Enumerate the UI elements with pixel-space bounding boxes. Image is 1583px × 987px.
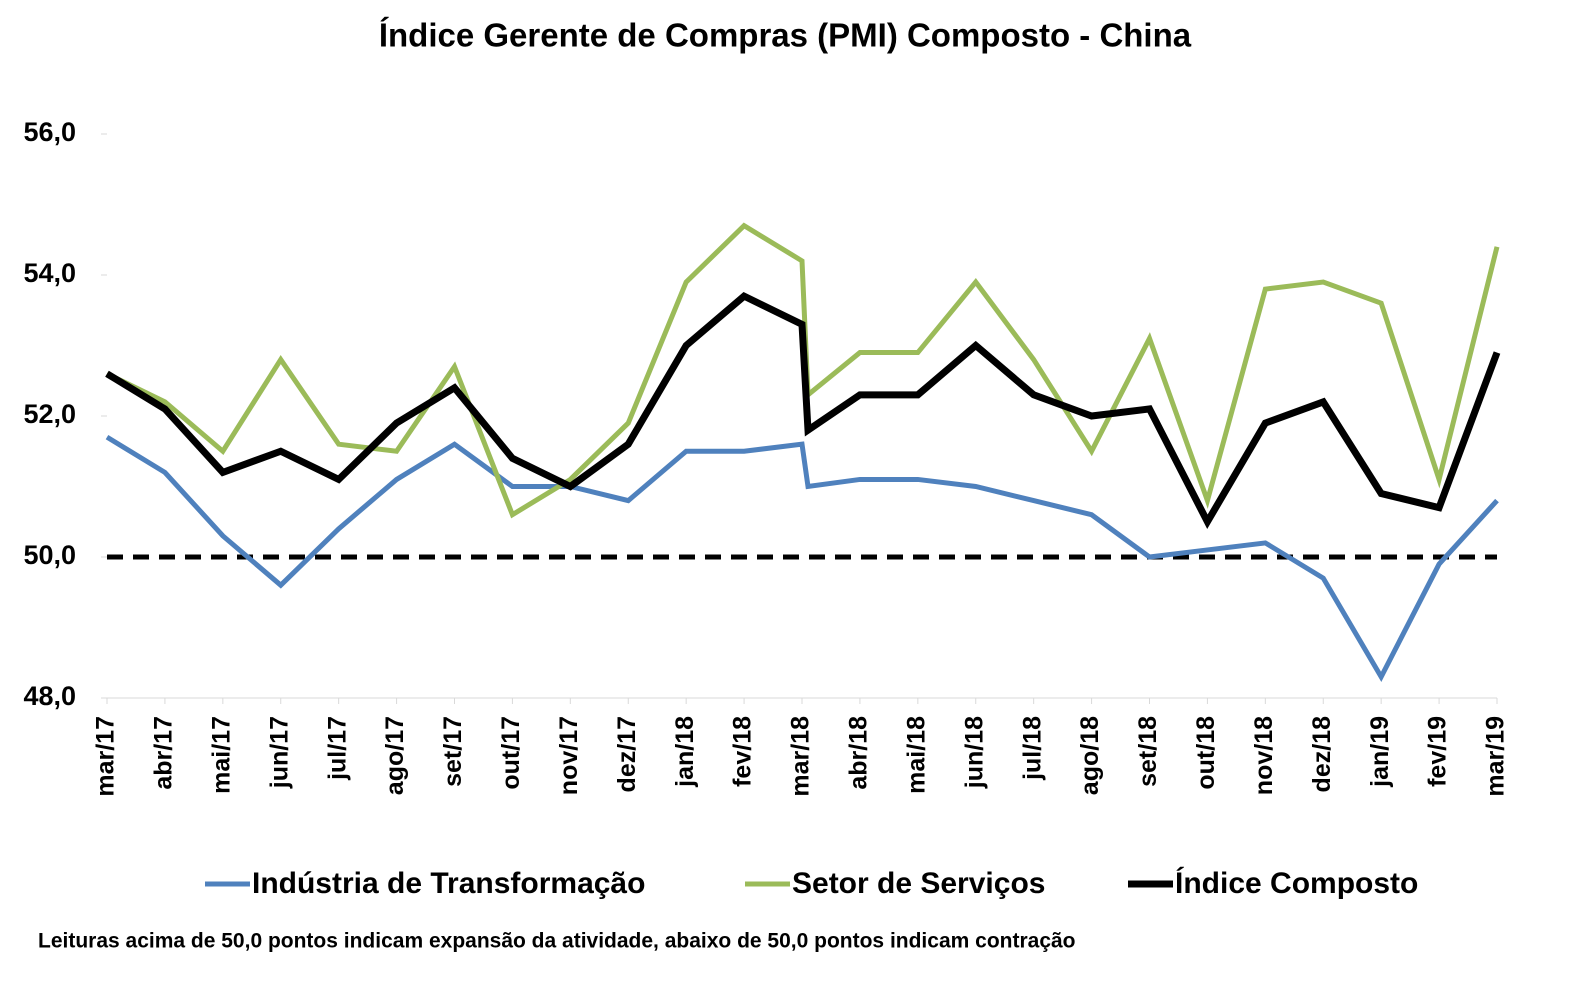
series-line — [105, 292, 1501, 530]
x-tick-label: dez/18 — [1308, 716, 1336, 793]
x-tick-label: fev/19 — [1424, 716, 1452, 787]
legend-label: Indústria de Transformação — [252, 867, 645, 900]
x-tick-label: nov/18 — [1250, 716, 1278, 795]
x-tick-label: ago/17 — [381, 716, 409, 795]
legend-label: Setor de Serviços — [792, 867, 1045, 900]
x-tick-label: mai/18 — [902, 716, 930, 794]
y-tick-label: 48,0 — [23, 681, 76, 711]
x-tick-label: set/18 — [1134, 716, 1162, 787]
x-tick-label: jun/18 — [960, 716, 988, 789]
x-tick-label: ago/18 — [1076, 716, 1104, 795]
x-tick-label: abr/18 — [845, 716, 873, 790]
footnote: Leituras acima de 50,0 pontos indicam ex… — [38, 930, 1076, 953]
y-tick-label: 56,0 — [23, 117, 76, 147]
x-tick-label: jul/17 — [323, 716, 351, 781]
x-tick-label: mar/18 — [787, 716, 815, 797]
chart-title: Índice Gerente de Compras (PMI) Composto… — [379, 17, 1192, 54]
series-line — [105, 435, 1499, 683]
legend-label: Índice Composto — [1175, 866, 1418, 900]
x-tick-label: dez/17 — [613, 716, 641, 792]
x-tick-label: fev/18 — [729, 716, 757, 787]
x-tick-label: set/17 — [439, 716, 467, 787]
x-tick-label: jun/17 — [265, 716, 293, 789]
y-tick-label: 50,0 — [23, 540, 76, 570]
x-tick-label: mar/19 — [1482, 716, 1510, 797]
x-tick-label: out/18 — [1192, 716, 1220, 790]
x-tick-label: out/17 — [497, 716, 525, 790]
y-tick-label: 52,0 — [23, 399, 76, 429]
x-tick-label: jul/18 — [1018, 716, 1046, 781]
x-tick-label: jan/18 — [671, 716, 699, 788]
x-tick-label: mai/17 — [207, 716, 235, 794]
x-tick-label: mar/17 — [92, 716, 120, 797]
x-tick-label: nov/17 — [555, 716, 583, 795]
x-tick-label: abr/17 — [150, 716, 178, 790]
x-tick-label: jan/19 — [1366, 716, 1394, 788]
y-tick-label: 54,0 — [23, 258, 76, 288]
